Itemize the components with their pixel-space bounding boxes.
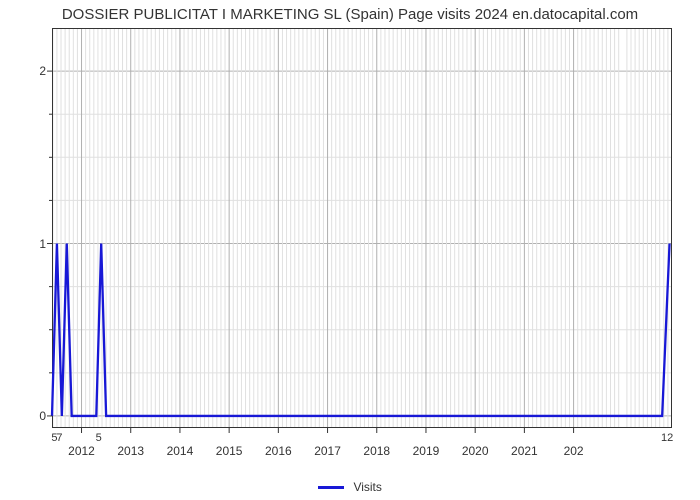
x-minor-label: 12 — [661, 432, 673, 444]
chart-title: DOSSIER PUBLICITAT I MARKETING SL (Spain… — [0, 0, 700, 23]
y-tick-label: 1 — [6, 237, 46, 251]
legend-label: Visits — [353, 480, 381, 494]
x-tick-label: 2021 — [511, 444, 538, 458]
plot-area — [52, 28, 672, 428]
x-tick-label: 2016 — [265, 444, 292, 458]
chart-container: DOSSIER PUBLICITAT I MARKETING SL (Spain… — [0, 0, 700, 500]
x-tick-label: 2017 — [314, 444, 341, 458]
legend: Visits — [0, 479, 700, 494]
x-tick-label: 2020 — [462, 444, 489, 458]
x-tick-label: 2015 — [216, 444, 243, 458]
x-tick-label: 2019 — [413, 444, 440, 458]
x-tick-label: 2014 — [167, 444, 194, 458]
x-minor-label: 7 — [56, 432, 62, 444]
x-tick-label: 2018 — [363, 444, 390, 458]
y-tick-label: 0 — [6, 409, 46, 423]
x-tick-label: 2012 — [68, 444, 95, 458]
x-tick-label: 2013 — [117, 444, 144, 458]
x-tick-label: 202 — [564, 444, 584, 458]
legend-swatch — [318, 486, 344, 489]
x-minor-label: 5 — [96, 432, 102, 444]
y-tick-label: 2 — [6, 64, 46, 78]
chart-svg — [52, 28, 672, 428]
